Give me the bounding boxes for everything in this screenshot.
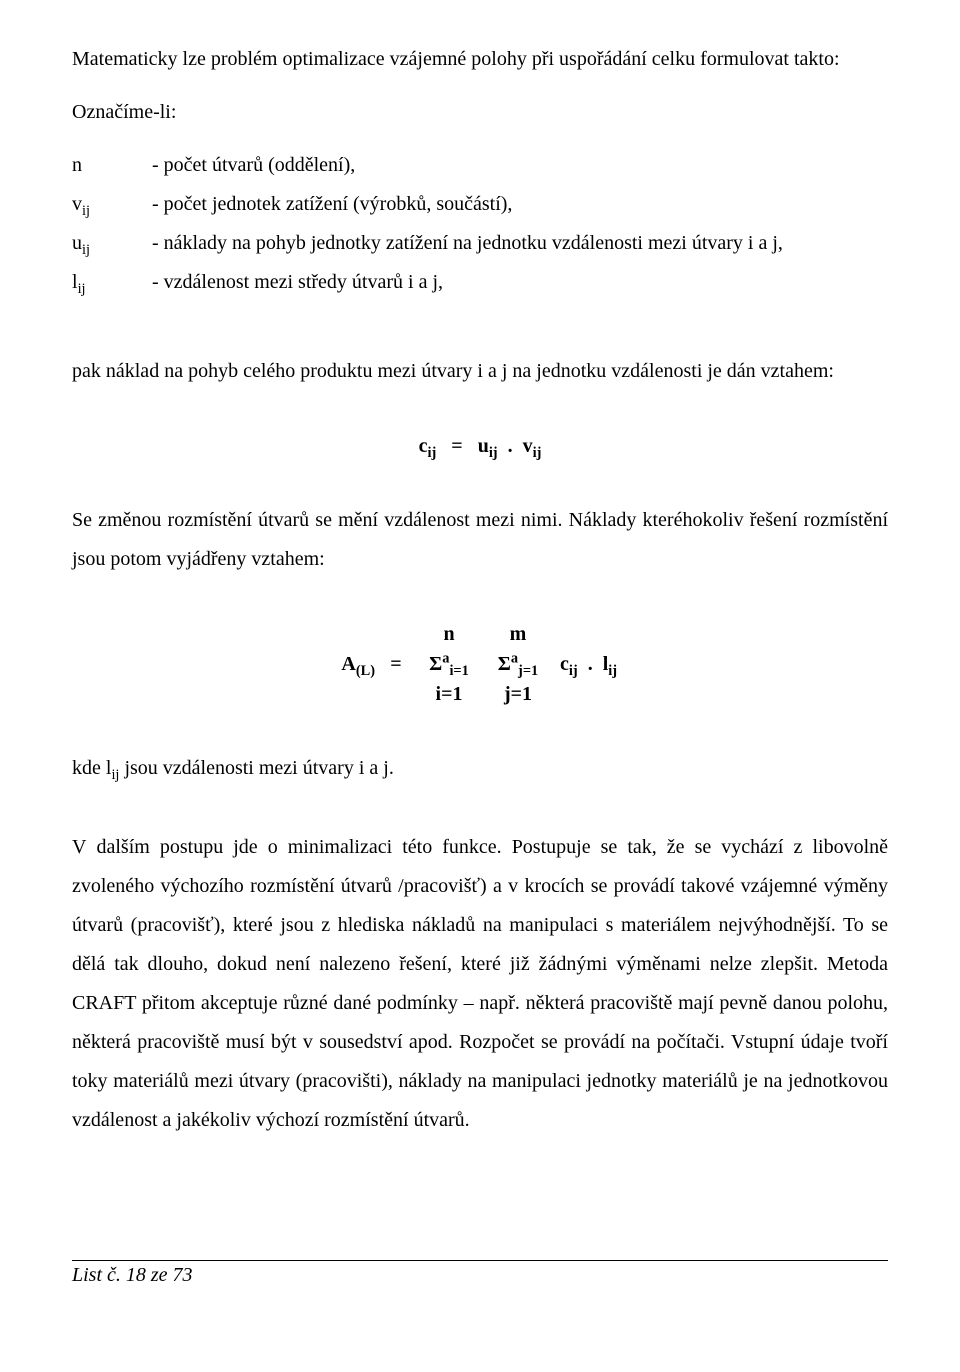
f2-c: c bbox=[560, 653, 569, 675]
def-symbol-lij: lij bbox=[72, 263, 152, 302]
def-symbol-uij-base: u bbox=[72, 232, 82, 254]
f2-sigma2-sub: j=1 bbox=[518, 663, 538, 679]
f2-dot: . bbox=[588, 653, 593, 675]
f2-sigma2: Σ bbox=[498, 653, 511, 675]
def-symbol-vij-sub: ij bbox=[82, 203, 90, 219]
kde-pre: kde l bbox=[72, 757, 111, 779]
def-text-lij: - vzdálenost mezi středy útvarů i a j, bbox=[152, 263, 888, 302]
f2-c-sub: ij bbox=[569, 663, 578, 679]
f1-c-sub: ij bbox=[427, 445, 436, 461]
f1-v: v bbox=[523, 435, 533, 457]
def-row-vij: vij - počet jednotek zatížení (výrobků, … bbox=[72, 185, 888, 224]
f2-sigma2-sup: a bbox=[511, 650, 518, 666]
def-symbol-lij-sub: ij bbox=[78, 281, 86, 297]
def-symbol-vij: vij bbox=[72, 185, 152, 224]
def-row-n: n - počet útvarů (oddělení), bbox=[72, 146, 888, 185]
formula-AL: n m A(L) = Σai=1 Σaj=1 cij . lij i=1 j=1 bbox=[72, 619, 888, 709]
f1-v-sub: ij bbox=[533, 445, 542, 461]
formula-cij: cij = uij . vij bbox=[72, 431, 888, 461]
def-text-n: - počet útvarů (oddělení), bbox=[152, 146, 888, 185]
definitions-list: n - počet útvarů (oddělení), vij - počet… bbox=[72, 146, 888, 302]
f2-sigma1: Σ bbox=[429, 653, 442, 675]
f2-bot-i: i=1 bbox=[417, 679, 481, 709]
f2-sigma1-sub: i=1 bbox=[449, 663, 468, 679]
def-text-uij: - náklady na pohyb jednotky zatížení na … bbox=[152, 224, 888, 263]
spacer-2 bbox=[72, 802, 888, 828]
def-symbol-uij: uij bbox=[72, 224, 152, 263]
intro-line-2: Označíme-li: bbox=[72, 93, 888, 132]
def-symbol-vij-base: v bbox=[72, 193, 82, 215]
f2-top-m: m bbox=[486, 619, 550, 649]
f1-u: u bbox=[478, 435, 489, 457]
def-symbol-n: n bbox=[72, 146, 152, 185]
page-footer-text: List č. 18 ze 73 bbox=[72, 1264, 193, 1286]
def-row-lij: lij - vzdálenost mezi středy útvarů i a … bbox=[72, 263, 888, 302]
def-row-uij: uij - náklady na pohyb jednotky zatížení… bbox=[72, 224, 888, 263]
f1-u-sub: ij bbox=[489, 445, 498, 461]
intro-line-1: Matematicky lze problém optimalizace vzá… bbox=[72, 40, 888, 79]
f2-top-n: n bbox=[417, 619, 481, 649]
f2-l-sub: ij bbox=[608, 663, 617, 679]
kde-post: jsou vzdálenosti mezi útvary i a j. bbox=[119, 757, 393, 779]
def-text-vij: - počet jednotek zatížení (výrobků, souč… bbox=[152, 185, 888, 224]
f2-A: A bbox=[341, 653, 355, 675]
f2-eq: = bbox=[380, 649, 412, 679]
f2-A-sub: (L) bbox=[356, 663, 375, 679]
spacer bbox=[72, 326, 888, 352]
para-minimization: V dalším postupu jde o minimalizaci této… bbox=[72, 828, 888, 1140]
def-symbol-n-text: n bbox=[72, 154, 82, 176]
para-cost-change: Se změnou rozmístění útvarů se mění vzdá… bbox=[72, 501, 888, 579]
page-footer: List č. 18 ze 73 bbox=[72, 1260, 888, 1287]
f1-dot: . bbox=[508, 435, 513, 457]
kde-line: kde lij jsou vzdálenosti mezi útvary i a… bbox=[72, 749, 888, 788]
f2-bot-j: j=1 bbox=[486, 679, 550, 709]
def-symbol-uij-sub: ij bbox=[82, 242, 90, 258]
after-defs-text: pak náklad na pohyb celého produktu mezi… bbox=[72, 352, 888, 391]
formula-AL-inner: n m A(L) = Σai=1 Σaj=1 cij . lij i=1 j=1 bbox=[305, 619, 655, 709]
f1-eq: = bbox=[451, 435, 462, 457]
